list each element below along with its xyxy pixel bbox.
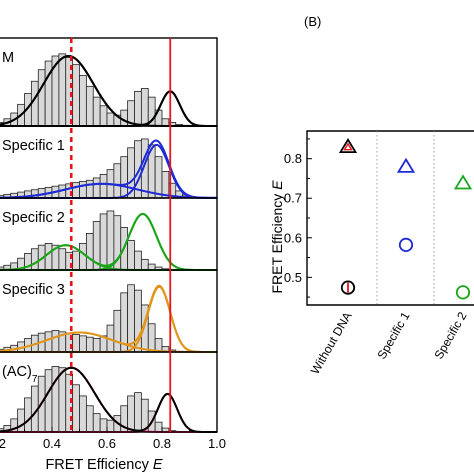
fit-envelope-line xyxy=(0,366,217,433)
fit-envelope-line xyxy=(0,54,217,127)
scatter-frame xyxy=(306,130,474,306)
x-tick-label: 0.2 xyxy=(0,436,6,451)
histogram-bar xyxy=(72,182,80,199)
x-tick-label: 0.8 xyxy=(153,436,171,451)
histogram-bar xyxy=(127,395,135,433)
histogram-bar xyxy=(58,248,67,271)
y-tick-label: 0.6 xyxy=(284,230,302,245)
histogram-bar xyxy=(92,96,101,127)
histogram-bar xyxy=(92,177,101,199)
panel-b-label: (B) xyxy=(304,14,321,29)
scatter-panel: 0.5 0.6 0.7 0.8 Without DNA Specific 1 Specifi… xyxy=(284,130,474,377)
category-label: Without DNA xyxy=(308,310,355,377)
histogram-bar xyxy=(37,69,46,127)
histogram-bar xyxy=(99,173,108,199)
histogram-bar xyxy=(134,90,142,127)
histogram-label: (AC)7 xyxy=(2,364,38,385)
histogram-bar xyxy=(72,334,80,353)
fit-envelope-line xyxy=(0,284,217,353)
histogram-bar xyxy=(99,418,108,433)
histogram-bar xyxy=(154,156,163,199)
histogram-bar xyxy=(30,248,39,271)
histogram-bar xyxy=(79,75,87,127)
category-label: Specific 1 xyxy=(374,309,412,361)
histogram-bar xyxy=(51,330,60,353)
histogram-bar xyxy=(127,240,135,271)
histogram-bar xyxy=(92,413,101,433)
y-tick-label: 0.7 xyxy=(284,191,302,206)
histogram-bar xyxy=(85,405,94,433)
histogram-bar xyxy=(140,258,149,271)
histogram-bar xyxy=(79,335,87,353)
triangle-marker xyxy=(338,137,358,153)
histogram-bar xyxy=(44,331,53,353)
histogram-bar xyxy=(44,243,53,271)
histogram-bar xyxy=(106,112,115,127)
circle-marker xyxy=(455,285,471,300)
histogram-bar xyxy=(161,118,170,127)
histogram-bar xyxy=(154,421,163,433)
circle-marker xyxy=(398,237,414,252)
histogram-bar xyxy=(44,369,53,433)
histogram-bar xyxy=(134,250,142,271)
x-tick-label: 1.0 xyxy=(208,436,226,451)
histogram-label: Specific 1 xyxy=(2,138,65,154)
histogram-bar xyxy=(24,397,32,433)
histogram-bar xyxy=(113,309,122,353)
histogram-bar xyxy=(92,338,101,353)
histogram-bar xyxy=(85,336,94,353)
x-axis-label: FRET Efficiency E xyxy=(45,457,162,473)
histogram-bar xyxy=(120,156,129,199)
histogram-bar xyxy=(85,232,94,271)
histogram-bar xyxy=(113,163,122,199)
y-tick-label: 0.5 xyxy=(284,270,302,285)
y-axis-label: FRET Efficiency E xyxy=(269,180,285,294)
histogram-bar xyxy=(85,179,94,199)
histogram-bar xyxy=(106,210,115,271)
triangle-marker-inner xyxy=(343,142,353,151)
histogram-bar xyxy=(17,408,25,433)
category-label: Specific 2 xyxy=(431,309,469,361)
circle-marker xyxy=(340,280,356,295)
histogram-bar xyxy=(72,250,80,271)
x-tick-label: 0.6 xyxy=(98,436,116,451)
fit-envelope-line xyxy=(0,139,218,199)
histogram-bar xyxy=(106,419,115,433)
x-tick-label: 0.4 xyxy=(43,436,61,451)
histogram-bar xyxy=(99,105,108,127)
histogram-bar xyxy=(147,323,156,353)
fit-envelope-line xyxy=(0,212,217,271)
triangle-marker xyxy=(396,157,416,173)
histogram-bar xyxy=(58,53,67,127)
histogram-bar xyxy=(72,64,80,127)
histogram-label: Specific 3 xyxy=(2,282,65,298)
histogram-bar xyxy=(85,85,94,127)
histogram-label: M xyxy=(2,50,14,66)
histogram-bar xyxy=(140,88,149,127)
histogram-bar xyxy=(134,392,142,433)
histogram-bar xyxy=(79,395,87,433)
histogram-bar xyxy=(79,243,87,271)
histogram-bar xyxy=(79,181,87,199)
histogram-bar xyxy=(58,367,67,433)
histogram-panel: M Specific 1 Specific 2 Specific 3 (AC)7 0.2 0… xyxy=(0,37,226,451)
histogram-bar xyxy=(72,384,80,433)
triangle-marker xyxy=(453,174,473,190)
histogram-label: Specific 2 xyxy=(2,210,65,226)
histogram-bar xyxy=(99,213,108,271)
y-tick-label: 0.8 xyxy=(284,151,302,166)
histogram-bar xyxy=(30,80,39,127)
